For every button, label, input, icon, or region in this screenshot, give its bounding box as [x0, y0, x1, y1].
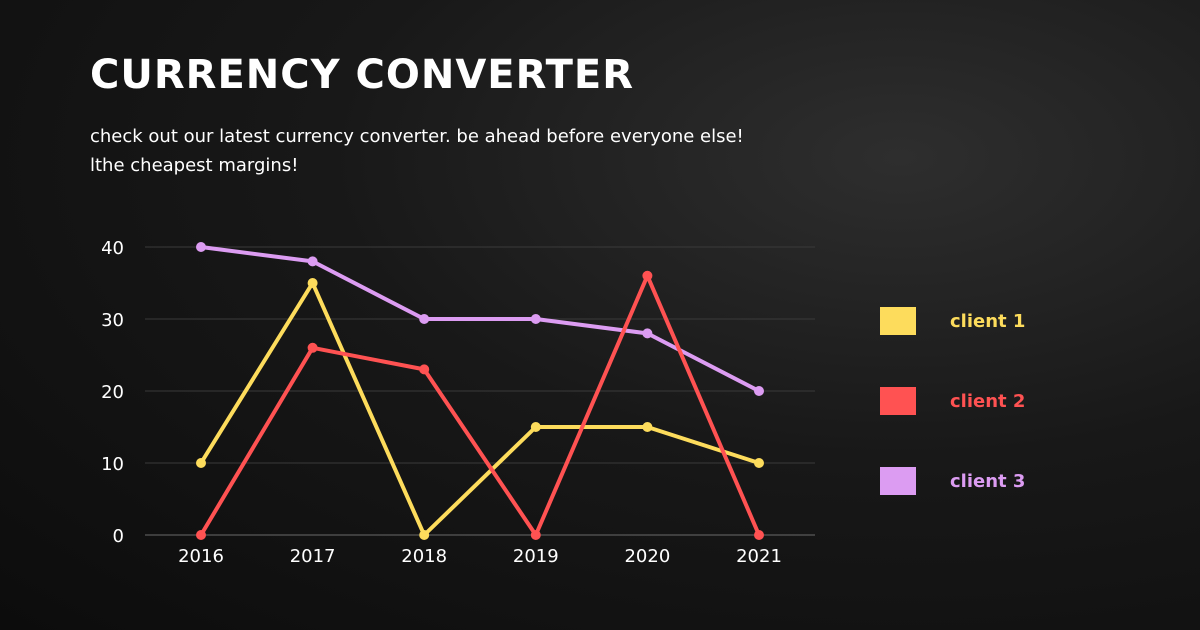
series-line-client-2	[199, 273, 761, 537]
series-client-3	[196, 242, 764, 396]
data-point-client-1-2020	[642, 422, 653, 432]
series-client-2	[196, 270, 764, 540]
data-point-client-3-2017	[307, 256, 318, 267]
y-tick-label-30: 30	[101, 310, 124, 331]
data-point-client-2-2017	[307, 342, 318, 353]
series-line-client-3	[199, 245, 761, 393]
data-point-client-1-2016	[196, 458, 206, 468]
data-point-client-3-2018	[419, 314, 430, 324]
data-point-client-2-2021	[754, 530, 764, 540]
x-tick-label-2020: 2020	[624, 546, 670, 567]
x-tick-label-2018: 2018	[401, 546, 447, 567]
data-point-client-1-2021	[754, 458, 764, 468]
legend-swatch-client-2	[880, 387, 916, 415]
data-point-client-1-2017	[307, 278, 318, 288]
legend-item-client-2: client 2	[880, 386, 1025, 416]
page-title: CURRENCY CONVERTER	[90, 52, 635, 98]
x-tick-label-2017: 2017	[290, 546, 336, 567]
data-point-client-2-2018	[419, 364, 430, 375]
x-tick-label-2021: 2021	[736, 546, 782, 567]
legend-label-client-1: client 1	[950, 310, 1026, 332]
series-layer	[196, 242, 764, 540]
data-point-client-2-2019	[530, 530, 541, 540]
y-tick-label-0: 0	[113, 526, 124, 547]
subtitle: check out our latest currency converter.…	[90, 122, 1050, 180]
chart-legend: client 1 client 2 client 3	[880, 306, 1025, 546]
x-tick-label-2019: 2019	[513, 546, 559, 567]
data-point-client-3-2016	[196, 242, 206, 252]
legend-item-client-1: client 1	[880, 306, 1025, 336]
data-point-client-2-2016	[196, 530, 206, 540]
subtitle-line-1: check out our latest currency converter.…	[90, 126, 744, 147]
data-point-client-3-2019	[530, 314, 541, 324]
y-tick-label-20: 20	[101, 382, 124, 403]
y-tick-label-40: 40	[101, 238, 124, 259]
data-point-client-2-2020	[642, 270, 653, 281]
subtitle-line-2: lthe cheapest margins!	[90, 155, 299, 176]
y-tick-label-10: 10	[101, 454, 124, 475]
legend-label-client-3: client 3	[950, 470, 1026, 492]
axis-layer: 0 10 20 30 40 2016 2017 2018 2019 2020 2021	[101, 238, 782, 567]
legend-swatch-client-1	[880, 307, 916, 335]
data-point-client-1-2018	[419, 530, 430, 540]
data-point-client-1-2019	[530, 422, 541, 432]
x-tick-label-2016: 2016	[178, 546, 224, 567]
series-client-1	[196, 278, 764, 540]
legend-swatch-client-3	[880, 467, 916, 495]
legend-label-client-2: client 2	[950, 390, 1026, 412]
data-point-client-3-2020	[642, 328, 653, 339]
data-point-client-3-2021	[754, 386, 764, 396]
series-line-client-1	[199, 281, 761, 537]
legend-item-client-3: client 3	[880, 466, 1025, 496]
